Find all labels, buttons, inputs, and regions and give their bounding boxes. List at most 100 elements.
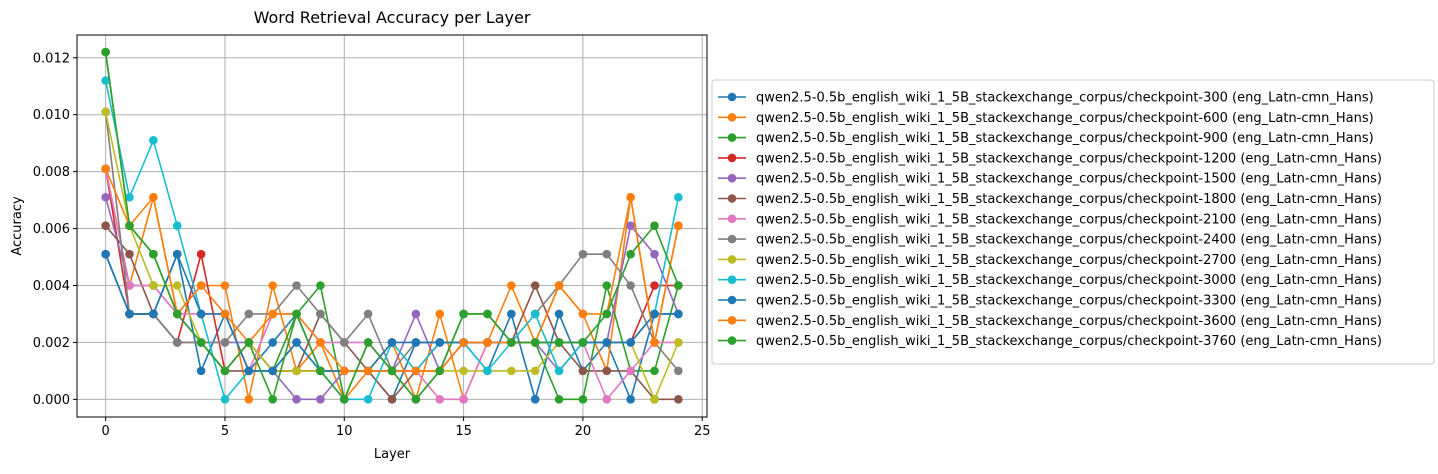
data-point: [244, 395, 254, 404]
data-point: [411, 366, 421, 376]
legend-item: qwen2.5-0.5b_english_wiki_1_5B_stackexch…: [718, 131, 1374, 146]
x-tick-label: 25: [694, 424, 711, 439]
data-point: [339, 366, 349, 376]
legend-item: qwen2.5-0.5b_english_wiki_1_5B_stackexch…: [718, 91, 1374, 106]
data-point: [387, 338, 397, 347]
legend-item: qwen2.5-0.5b_english_wiki_1_5B_stackexch…: [718, 111, 1374, 126]
data-point: [650, 338, 659, 347]
data-point: [602, 309, 612, 319]
legend-swatch-marker: [727, 255, 737, 264]
data-point: [626, 249, 635, 259]
y-tick-label: 0.000: [33, 393, 70, 408]
x-tick-label: 15: [455, 424, 472, 439]
data-point: [626, 395, 635, 404]
data-point: [459, 309, 468, 319]
data-point: [435, 338, 445, 347]
legend-label: qwen2.5-0.5b_english_wiki_1_5B_stackexch…: [756, 212, 1382, 227]
data-point: [507, 281, 516, 290]
data-point: [339, 338, 349, 347]
legend-label: qwen2.5-0.5b_english_wiki_1_5B_stackexch…: [756, 334, 1382, 349]
legend-swatch-marker: [727, 113, 737, 122]
data-point: [244, 338, 254, 347]
data-point: [650, 249, 659, 259]
data-point: [578, 395, 588, 404]
legend-swatch-marker: [727, 316, 737, 325]
data-point: [507, 309, 516, 319]
data-point: [268, 281, 277, 290]
data-point: [292, 309, 301, 319]
legend-item: qwen2.5-0.5b_english_wiki_1_5B_stackexch…: [718, 192, 1382, 207]
data-point: [602, 338, 612, 347]
data-point: [411, 338, 421, 347]
chart-title: Word Retrieval Accuracy per Layer: [254, 8, 531, 27]
legend-item: qwen2.5-0.5b_english_wiki_1_5B_stackexch…: [718, 253, 1382, 268]
data-point: [101, 249, 110, 259]
data-point: [554, 366, 564, 376]
data-point: [626, 221, 635, 231]
data-point: [125, 249, 134, 259]
data-point: [507, 338, 516, 347]
y-tick-label: 0.004: [33, 279, 70, 294]
x-tick-label: 20: [575, 424, 592, 439]
legend-swatch-marker: [727, 194, 737, 203]
y-tick-label: 0.012: [33, 51, 70, 66]
legend-label: qwen2.5-0.5b_english_wiki_1_5B_stackexch…: [756, 253, 1382, 268]
y-tick-label: 0.006: [33, 222, 70, 237]
data-point: [101, 192, 110, 202]
data-point: [674, 395, 683, 404]
data-point: [483, 366, 492, 376]
data-point: [196, 249, 206, 259]
data-point: [674, 221, 683, 231]
data-point: [602, 249, 612, 259]
data-point: [459, 366, 468, 376]
data-point: [196, 338, 206, 347]
x-tick-label: 0: [101, 424, 109, 439]
data-point: [292, 338, 301, 347]
data-point: [220, 366, 230, 376]
data-point: [578, 309, 588, 319]
data-point: [363, 338, 373, 347]
x-tick-label: 10: [336, 424, 353, 439]
data-point: [411, 395, 421, 404]
legend-item: qwen2.5-0.5b_english_wiki_1_5B_stackexch…: [718, 314, 1382, 329]
data-point: [674, 366, 683, 376]
legend-frame: [711, 79, 1435, 365]
legend-label: qwen2.5-0.5b_english_wiki_1_5B_stackexch…: [756, 273, 1382, 288]
series-group: [101, 47, 683, 404]
data-point: [387, 366, 397, 376]
legend-label: qwen2.5-0.5b_english_wiki_1_5B_stackexch…: [756, 131, 1374, 146]
legend-label: qwen2.5-0.5b_english_wiki_1_5B_stackexch…: [756, 314, 1382, 329]
data-point: [292, 281, 301, 290]
data-point: [674, 192, 683, 202]
data-point: [554, 338, 564, 347]
data-point: [435, 309, 445, 319]
data-point: [602, 395, 612, 404]
data-point: [125, 309, 134, 319]
data-point: [674, 309, 683, 319]
y-tick-label: 0.008: [33, 165, 70, 180]
data-point: [220, 338, 230, 347]
legend-swatch-marker: [727, 214, 737, 224]
data-point: [650, 366, 659, 376]
data-point: [363, 366, 373, 376]
legend-swatch-marker: [727, 295, 737, 305]
data-point: [316, 309, 325, 319]
data-point: [411, 309, 421, 319]
data-point: [626, 366, 635, 376]
data-point: [530, 366, 540, 376]
data-point: [101, 107, 110, 117]
data-point: [268, 309, 277, 319]
series-12: [101, 47, 683, 404]
legend: qwen2.5-0.5b_english_wiki_1_5B_stackexch…: [711, 79, 1435, 365]
y-axis-label: Accuracy: [10, 196, 25, 256]
data-point: [674, 338, 683, 347]
data-point: [125, 221, 134, 231]
data-point: [650, 309, 659, 319]
legend-label: qwen2.5-0.5b_english_wiki_1_5B_stackexch…: [756, 111, 1374, 126]
legend-label: qwen2.5-0.5b_english_wiki_1_5B_stackexch…: [756, 151, 1382, 166]
legend-label: qwen2.5-0.5b_english_wiki_1_5B_stackexch…: [756, 294, 1382, 309]
data-point: [435, 366, 445, 376]
data-point: [101, 47, 110, 57]
data-point: [459, 338, 468, 347]
